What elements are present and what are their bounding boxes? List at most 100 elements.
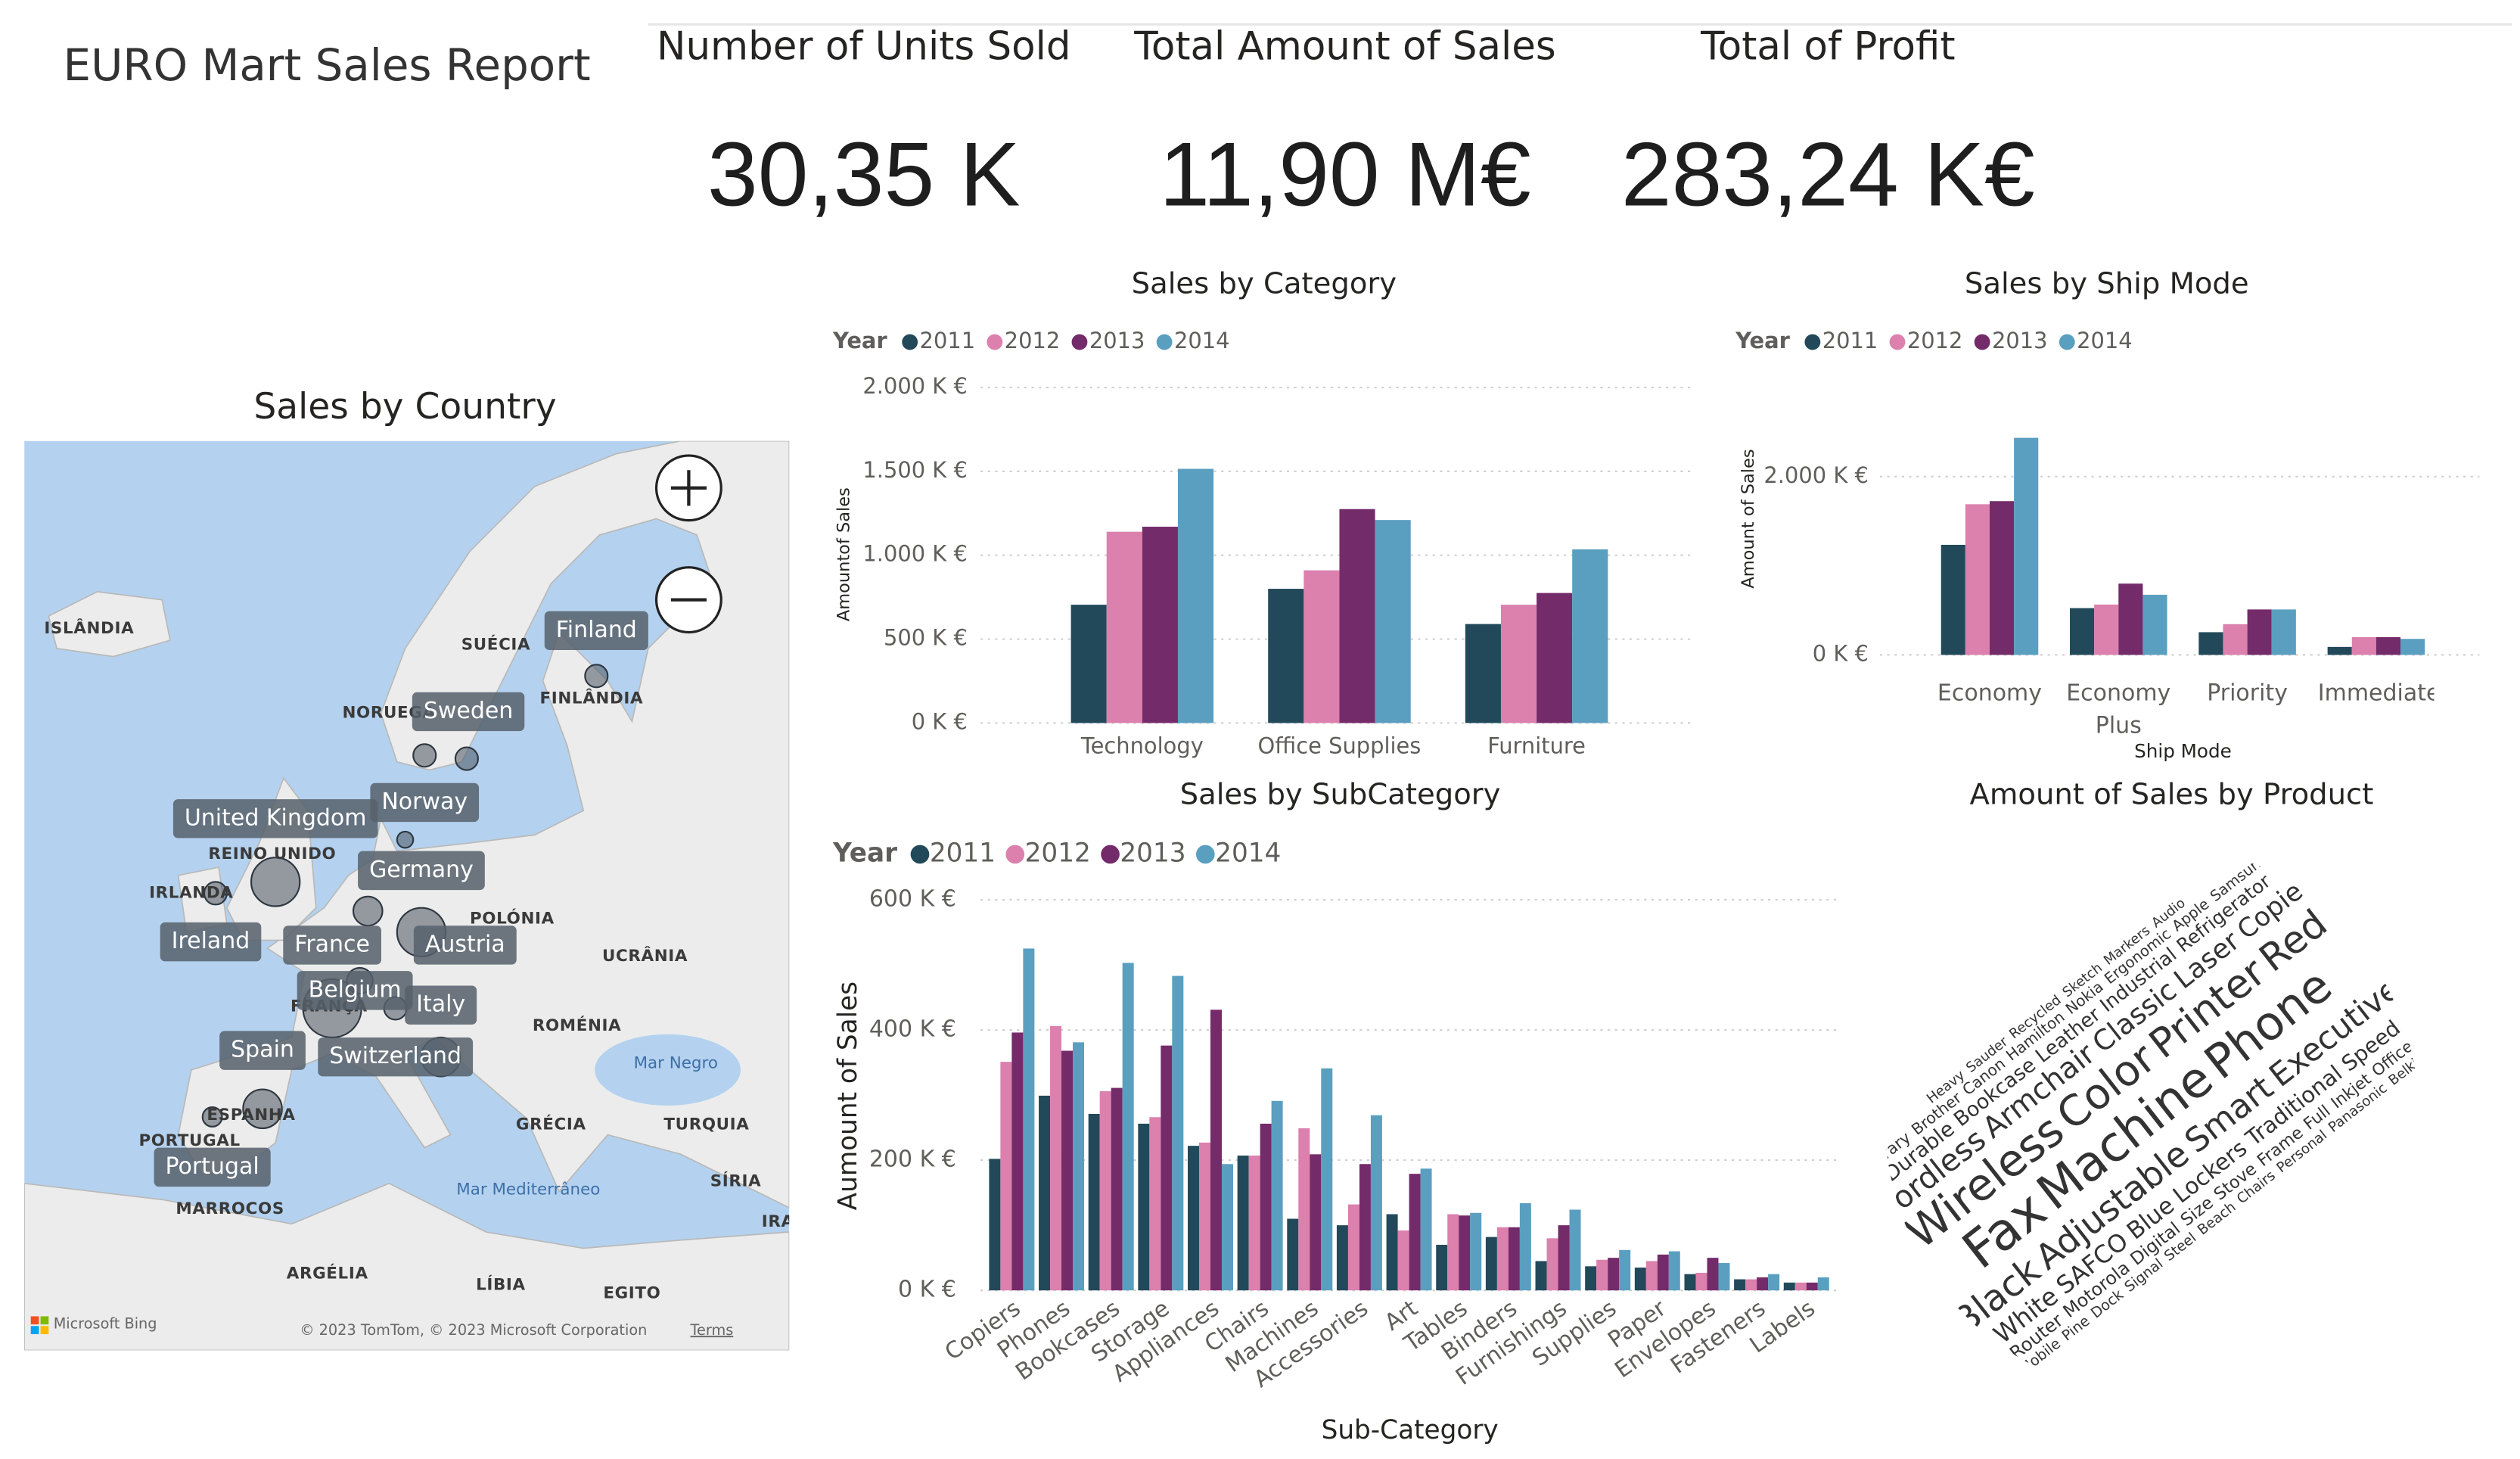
- y-tick-label: 0 K €: [898, 1277, 956, 1303]
- place-name: GRÉCIA: [516, 1115, 586, 1134]
- country-label-box: [219, 1031, 306, 1070]
- country-label: Belgium: [297, 971, 413, 1010]
- legend-title: Year: [832, 328, 887, 353]
- x-tick-label: Economy Plus: [2066, 680, 2171, 740]
- legend-swatch: [1071, 334, 1088, 350]
- legend-label: 2011: [930, 838, 996, 868]
- place-name: SÍRIA: [710, 1171, 762, 1191]
- legend-label: 2012: [1907, 328, 1963, 353]
- legend-swatch: [910, 845, 930, 864]
- legend-label: 2014: [1215, 838, 1281, 868]
- place-name: UCRÂNIA: [602, 946, 688, 966]
- country-label-box: [413, 925, 517, 965]
- bar: [1172, 975, 1184, 1291]
- legend-swatch: [1804, 334, 1821, 350]
- bar: [1011, 1032, 1024, 1291]
- map-terms[interactable]: Terms: [690, 1321, 734, 1339]
- country-label-text: United Kingdom: [185, 804, 367, 831]
- country-label-text: Spain: [231, 1037, 294, 1063]
- bar: [1535, 1261, 1547, 1291]
- bar: [1304, 570, 1340, 723]
- bar: [1370, 1115, 1382, 1291]
- bar: [1397, 1230, 1409, 1291]
- legend-title: Year: [832, 838, 897, 868]
- bar: [1161, 1045, 1173, 1291]
- place-name: TURQUIA: [663, 1115, 749, 1134]
- bar: [1061, 1050, 1074, 1291]
- zoom-out[interactable]: [654, 566, 722, 634]
- bar: [1409, 1174, 1421, 1291]
- bar: [1745, 1279, 1757, 1291]
- chart-title: Sales by Category: [1132, 267, 1397, 301]
- country-label-box: [297, 971, 413, 1010]
- kpi-value: 30,35 K: [707, 124, 1020, 226]
- bar: [1817, 1277, 1829, 1291]
- bar: [2223, 624, 2248, 655]
- bar: [1470, 1212, 1482, 1291]
- country-label-text: Switzerland: [329, 1043, 461, 1069]
- legend-swatch: [1156, 334, 1173, 350]
- legend-title: Year: [1735, 328, 1790, 353]
- chart-title: Sales by Ship Mode: [1965, 267, 2249, 301]
- bar: [1248, 1156, 1260, 1291]
- place-name: IRLANDA: [149, 883, 233, 902]
- x-tick-label: Economy: [1937, 680, 2043, 708]
- country-label-box: [544, 611, 648, 651]
- legend-swatch: [1101, 845, 1120, 864]
- bar: [1707, 1258, 1719, 1291]
- bar: [1965, 504, 1990, 655]
- bar: [1485, 1237, 1497, 1291]
- bar: [1768, 1274, 1780, 1291]
- charts: Sales by Category Year 2011 2012 2013 2014 Amo…: [832, 267, 2480, 1445]
- place-name: POLÓNIA: [470, 909, 555, 929]
- place-name: REINO UNIDO: [208, 845, 336, 863]
- word-cloud-title: Amount of Sales by Product: [1969, 777, 2373, 811]
- country-label-text: Sweden: [424, 698, 513, 724]
- place-name: ESPANHA: [207, 1106, 295, 1125]
- country-label-text: Norway: [381, 789, 468, 815]
- x-tick-label-box: Priority: [2207, 681, 2288, 707]
- bar: [1558, 1225, 1570, 1291]
- zoom-in[interactable]: [654, 454, 722, 522]
- bar: [1336, 1225, 1348, 1291]
- bar: [1198, 1142, 1210, 1291]
- x-tick-label-box: Immediate: [2317, 680, 2435, 708]
- bar: [1073, 1042, 1085, 1291]
- bar: [1177, 468, 1214, 723]
- bar: [1989, 501, 2015, 655]
- y-tick-label: 2.000 K €: [1763, 462, 1868, 488]
- bar: [989, 1159, 1001, 1291]
- chart: Sales by SubCategory Year 2011 2012 2013 2014…: [832, 777, 1840, 1445]
- x-tick-label: Technology: [1080, 733, 1204, 759]
- country-label: Spain: [219, 1031, 306, 1070]
- legend-label: 2012: [1005, 328, 1061, 353]
- bar: [2118, 583, 2143, 655]
- bar: [2014, 437, 2039, 655]
- cloud-word: Pine: [2059, 1312, 2093, 1344]
- bar: [1546, 1238, 1558, 1291]
- country-label: Norway: [370, 782, 480, 823]
- place-name: ISLÂNDIA: [44, 618, 134, 638]
- bar: [1734, 1279, 1746, 1291]
- bar: [1106, 531, 1142, 723]
- legend-swatch: [2059, 334, 2075, 350]
- bar: [1436, 1244, 1448, 1291]
- bar: [2351, 636, 2376, 655]
- bar: [1572, 549, 1608, 723]
- country-label-text: Finland: [556, 617, 637, 643]
- kpi-label: Number of Units Sold: [657, 23, 1071, 69]
- bar: [2247, 609, 2272, 655]
- bar: [1039, 1095, 1051, 1291]
- bar: [1806, 1282, 1818, 1291]
- bar: [1757, 1277, 1769, 1291]
- chart-title: Sales by SubCategory: [1180, 777, 1501, 811]
- bar: [1138, 1123, 1150, 1291]
- report-title: EURO Mart Sales Report: [64, 39, 591, 91]
- country-label-box: [160, 922, 262, 962]
- country-label: Switzerland: [318, 1037, 474, 1077]
- black-sea: [595, 1034, 741, 1106]
- x-tick-label: Immediate: [2317, 680, 2435, 708]
- bar: [1210, 1009, 1222, 1291]
